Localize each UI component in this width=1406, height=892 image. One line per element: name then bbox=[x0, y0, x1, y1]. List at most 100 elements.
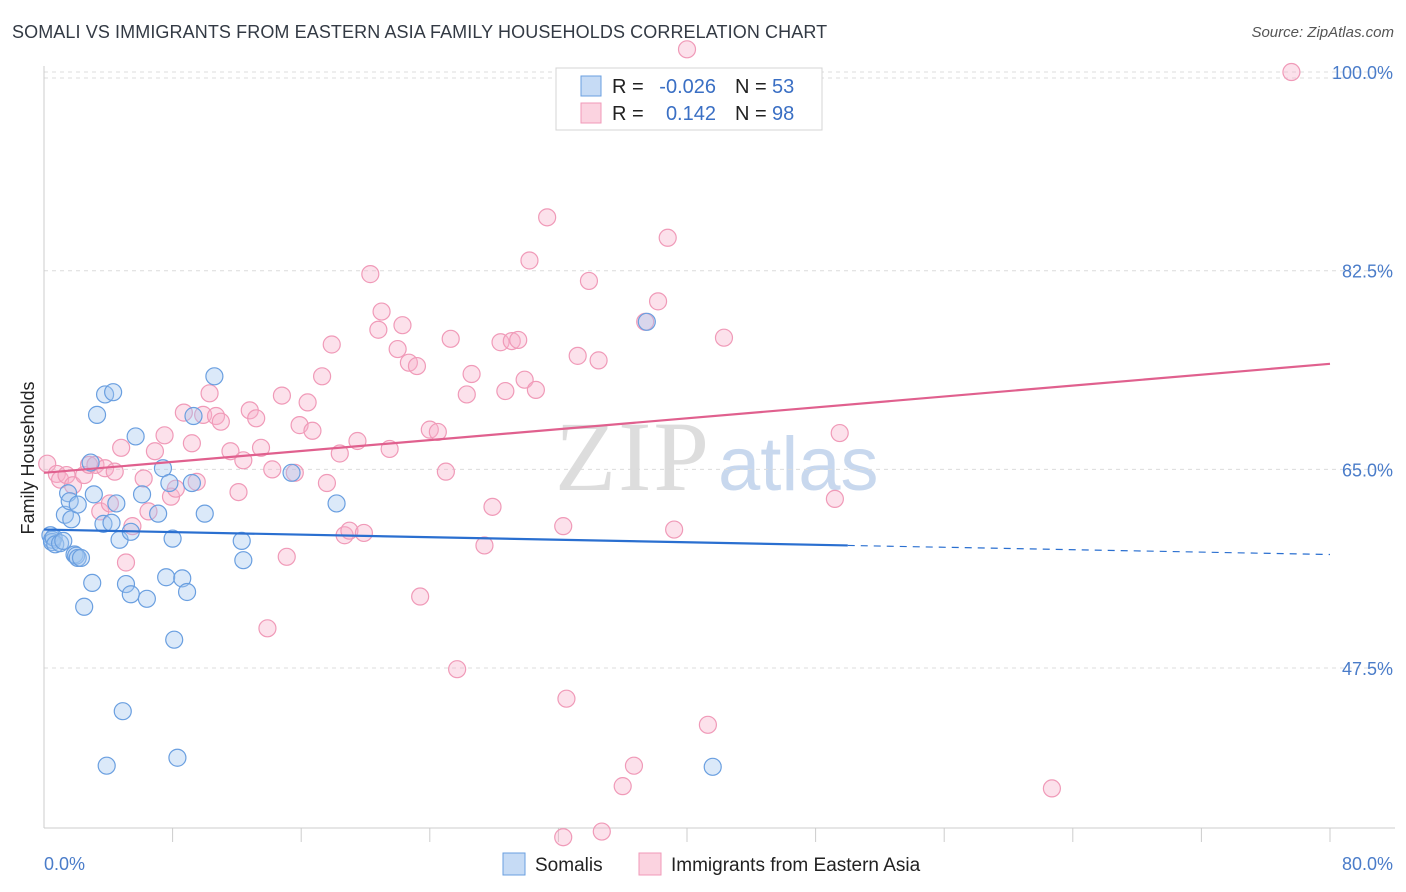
asia-point bbox=[509, 330, 528, 350]
somali-point bbox=[75, 597, 94, 616]
somali-point bbox=[113, 702, 132, 721]
legend-n-label-2: N = bbox=[735, 103, 767, 125]
bottom-legend-swatch-asia bbox=[638, 852, 662, 876]
asia-point bbox=[1282, 62, 1301, 82]
somali-point bbox=[84, 485, 103, 504]
correlation-legend: R = -0.026 N = 53 R = 0.142 N = 98 bbox=[555, 67, 823, 131]
y-tick-label-1: 65.0% bbox=[1342, 460, 1393, 480]
asia-point bbox=[1042, 779, 1062, 798]
asia-point bbox=[411, 587, 430, 606]
somali-points bbox=[41, 312, 722, 776]
asia-point bbox=[554, 517, 573, 536]
somali-point bbox=[205, 367, 224, 386]
asia-point bbox=[182, 434, 201, 453]
asia-point bbox=[303, 421, 322, 440]
legend-n-value-1: 53 bbox=[772, 76, 794, 98]
asia-point bbox=[317, 473, 337, 493]
asia-point bbox=[194, 405, 213, 424]
somali-point bbox=[177, 582, 197, 602]
legend-swatch-somali bbox=[580, 75, 602, 97]
asia-point bbox=[277, 547, 296, 566]
somali-trend-line bbox=[43, 528, 848, 547]
asia-point bbox=[677, 40, 697, 59]
somali-point bbox=[182, 473, 201, 493]
asia-point bbox=[592, 822, 611, 841]
asia-point bbox=[714, 328, 734, 347]
grid-lines bbox=[44, 71, 1395, 669]
asia-point bbox=[496, 381, 515, 401]
asia-point bbox=[658, 228, 677, 247]
somali-point bbox=[50, 534, 70, 553]
somali-point bbox=[132, 485, 152, 504]
somali-trend-extension bbox=[847, 544, 1331, 556]
asia-point bbox=[388, 339, 407, 359]
asia-point bbox=[200, 384, 219, 403]
asia-point bbox=[436, 462, 455, 481]
somali-point bbox=[157, 568, 176, 587]
asia-point bbox=[221, 442, 240, 461]
asia-point bbox=[372, 302, 391, 321]
somali-point bbox=[126, 427, 145, 446]
asia-point bbox=[830, 423, 849, 443]
somali-point bbox=[71, 548, 91, 568]
asia-point bbox=[206, 406, 226, 426]
asia-point bbox=[298, 393, 317, 412]
somali-point bbox=[54, 531, 73, 551]
asia-point bbox=[502, 331, 521, 351]
somali-point bbox=[116, 574, 136, 594]
somali-point bbox=[160, 473, 179, 493]
asia-point bbox=[624, 756, 644, 775]
asia-point bbox=[483, 497, 502, 516]
asia-point bbox=[312, 367, 332, 386]
axes bbox=[43, 66, 1395, 842]
asia-point bbox=[526, 380, 545, 400]
asia-point bbox=[407, 356, 427, 376]
legend-r-value-2: 0.142 bbox=[666, 103, 716, 125]
legend-n-value-2: 98 bbox=[772, 103, 794, 125]
somali-point bbox=[68, 495, 87, 514]
somali-point bbox=[703, 757, 722, 776]
legend-swatch-asia bbox=[580, 102, 602, 124]
y-tick-label-3: 100.0% bbox=[1332, 63, 1393, 83]
somali-point bbox=[282, 463, 301, 482]
legend-r-value-1: -0.026 bbox=[659, 76, 716, 98]
somali-point bbox=[232, 531, 251, 551]
asia-point bbox=[174, 403, 193, 422]
bottom-legend-swatch-somali bbox=[502, 852, 526, 876]
asia-point bbox=[354, 523, 373, 543]
somali-point bbox=[637, 312, 656, 331]
asia-point bbox=[145, 442, 165, 461]
somali-point bbox=[107, 494, 126, 513]
asia-point bbox=[515, 370, 534, 389]
somali-point bbox=[163, 529, 182, 548]
somali-point bbox=[83, 573, 102, 593]
asia-point bbox=[369, 320, 388, 339]
asia-point bbox=[330, 444, 349, 463]
legend-r-label-1: R = bbox=[612, 76, 644, 98]
asia-point bbox=[554, 828, 573, 847]
chart-title: SOMALI VS IMMIGRANTS FROM EASTERN ASIA F… bbox=[12, 22, 828, 42]
somali-point bbox=[327, 494, 346, 513]
asia-point bbox=[258, 619, 277, 638]
asia-point bbox=[134, 469, 153, 488]
source-label: Source: ZipAtlas.com bbox=[1251, 24, 1394, 41]
y-axis-label: Family Households bbox=[18, 381, 38, 534]
asia-point bbox=[100, 494, 120, 513]
asia-point bbox=[538, 208, 557, 227]
asia-point bbox=[263, 460, 282, 479]
somali-point bbox=[102, 513, 121, 532]
watermark-atlas: atlas bbox=[718, 422, 879, 507]
asia-trend-line bbox=[43, 362, 1331, 474]
y-tick-label-2: 82.5% bbox=[1342, 262, 1393, 282]
somali-point bbox=[81, 453, 100, 472]
asia-point bbox=[112, 438, 131, 457]
y-tick-label-0: 47.5% bbox=[1342, 659, 1393, 679]
somali-point bbox=[195, 504, 214, 523]
somali-point bbox=[104, 383, 123, 402]
asia-point bbox=[579, 271, 599, 291]
asia-point bbox=[155, 426, 174, 445]
series-legend: Somalis Immigrants from Eastern Asia bbox=[502, 852, 921, 876]
asia-point bbox=[251, 438, 271, 457]
asia-point bbox=[698, 715, 717, 734]
asia-point bbox=[448, 660, 467, 679]
